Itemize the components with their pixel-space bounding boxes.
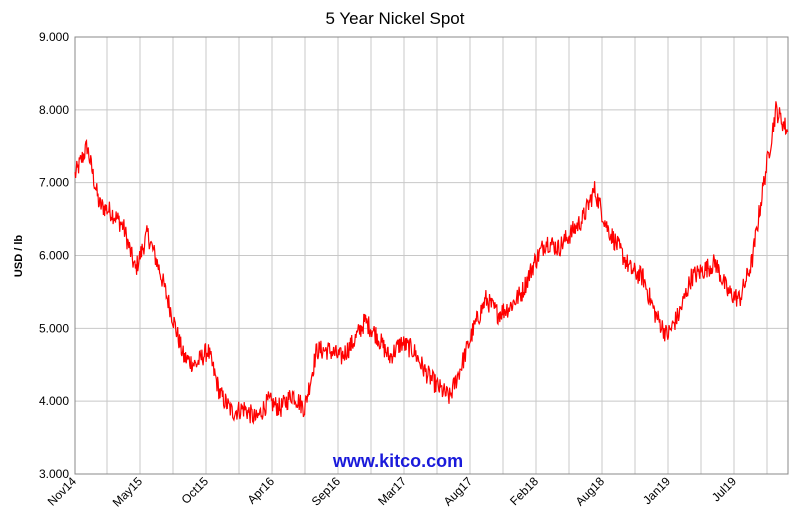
x-tick-label: Jul19 bbox=[709, 474, 739, 504]
x-tick-label: Mar17 bbox=[375, 474, 409, 508]
grid-layer bbox=[75, 36, 788, 475]
x-tick-labels: Nov14 May15 Oct15 Apr16 Sep16 Mar17 Aug17 Feb18… bbox=[45, 474, 740, 510]
chart-title: 5 Year Nickel Spot bbox=[326, 9, 465, 28]
x-tick-label: Apr16 bbox=[245, 474, 278, 507]
x-tick-label: Oct15 bbox=[179, 474, 212, 507]
x-tick-label: Sep16 bbox=[309, 474, 344, 509]
plot-area bbox=[74, 36, 789, 475]
y-tick-label: 9.000 bbox=[39, 30, 69, 44]
watermark-text: www.kitco.com bbox=[332, 451, 463, 471]
y-tick-label: 7.000 bbox=[39, 176, 69, 190]
x-tick-label: Aug17 bbox=[441, 474, 476, 509]
y-tick-label: 5.000 bbox=[39, 321, 69, 335]
y-tick-label: 8.000 bbox=[39, 103, 69, 117]
y-axis-label: USD / lb bbox=[13, 235, 25, 277]
y-tick-label: 4.000 bbox=[39, 394, 69, 408]
y-tick-label: 3.000 bbox=[39, 467, 69, 481]
y-tick-label: 6.000 bbox=[39, 249, 69, 263]
x-tick-label: Aug18 bbox=[573, 474, 608, 509]
price-series-line bbox=[74, 101, 789, 425]
x-tick-label: Jan19 bbox=[640, 474, 673, 507]
x-tick-label: May15 bbox=[110, 474, 146, 510]
x-tick-label: Feb18 bbox=[507, 474, 541, 508]
y-tick-labels: 3.000 4.000 5.000 6.000 7.000 8.000 9.000 bbox=[39, 30, 69, 481]
